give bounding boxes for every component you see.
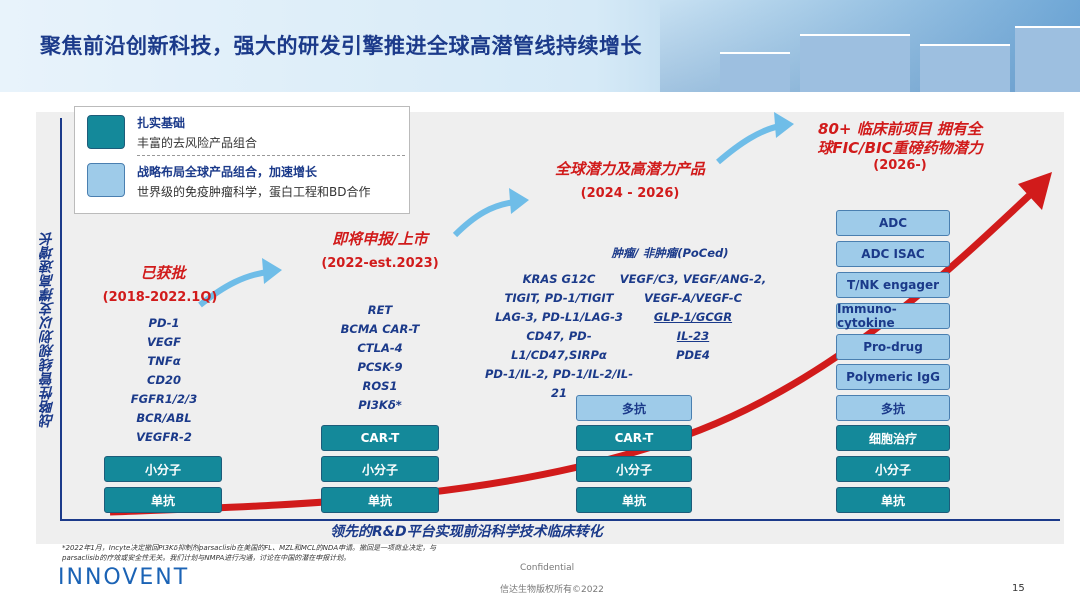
stage4-period: (2026-) [873, 158, 927, 173]
legend-item1-desc: 丰富的去风险产品组合 [137, 136, 258, 150]
stage4-title-line2: 球FIC/BIC重磅药物潜力 [817, 139, 983, 157]
legend-divider [137, 155, 405, 156]
stage2-period: (2022-est.2023) [321, 256, 439, 271]
stage2-targets: RET BCMA CAR-T CTLA-4 PCSK-9 ROS1 PI3Kδ* [340, 303, 420, 412]
stage4-box-cell-therapy: 细胞治疗 [836, 425, 950, 451]
slide-title: 聚焦前沿创新科技，强大的研发引擎推进全球高潜管线持续增长 [40, 34, 642, 58]
stage3-title: 全球潜力及高潜力产品 [554, 160, 705, 178]
y-axis-line [60, 118, 62, 520]
stage4-box-immuno-cytokine: Immuno-cytokine [836, 302, 950, 330]
stage3-box-mab: 单抗 [576, 487, 692, 513]
header-banner: 聚焦前沿创新科技，强大的研发引擎推进全球高潜管线持续增长 [0, 0, 1080, 92]
stage1-box-small-molecule: 小分子 [104, 456, 222, 482]
stage3-box-multispecific: 多抗 [576, 395, 692, 421]
stage3-box-small-molecule: 小分子 [576, 456, 692, 482]
stage3-box-car-t: CAR-T [576, 425, 692, 451]
stage4-box-tnk-engager: T/NK engager [836, 272, 950, 298]
confidential-label: Confidential [520, 563, 575, 573]
x-axis-label: 领先的R&D平台实现前沿科学技术临床转化 [330, 524, 603, 540]
stage2-box-small-molecule: 小分子 [321, 456, 439, 482]
legend-item2-title: 战略布局全球产品组合，加速增长 [137, 165, 318, 179]
stage4-box-adc: ADC [836, 210, 950, 236]
stage4-box-multispecific: 多抗 [836, 395, 950, 421]
stage4-box-polymeric-igg: Polymeric IgG [836, 364, 950, 390]
innovent-logo: INNOVENT [58, 565, 190, 590]
stage3-period: (2024 - 2026) [580, 186, 680, 201]
x-axis-line [60, 519, 1060, 521]
header-building-image [660, 0, 1080, 92]
stage3-subhead: 肿瘤/ 非肿瘤(PoCed) [611, 246, 729, 260]
footnote: *2022年1月，Incyte决定撤回PI3Kδ抑制剂parsaclisib在美… [62, 544, 437, 562]
legend-swatch-global [87, 163, 125, 197]
page-number: 15 [1012, 583, 1025, 594]
stage3-right-targets: VEGF/C3, VEGF/ANG-2, VEGF-A/VEGF-C GLP-1/… [619, 272, 767, 362]
legend-item2-desc: 世界级的免疫肿瘤科学，蛋白工程和BD合作 [137, 185, 371, 199]
copyright-text: 信达生物版权所有©2022 [500, 585, 604, 595]
stage1-title: 已获批 [140, 264, 186, 282]
stage3-left-targets: KRAS G12C TIGIT, PD-1/TIGIT LAG-3, PD-L1/L… [484, 272, 634, 400]
stage1-targets: PD-1 VEGF TNFα CD20 FGFR1/2/3 BCR/ABL VEGFR-… [130, 316, 198, 444]
stage4-box-mab: 单抗 [836, 487, 950, 513]
stage4-title-line1: 80+ 临床前项目 拥有全 [818, 120, 982, 138]
stage1-period: (2018-2022.1Q) [102, 290, 218, 305]
stage2-box-car-t: CAR-T [321, 425, 439, 451]
legend: 扎实基础 丰富的去风险产品组合 战略布局全球产品组合，加速增长 世界级的免疫肿瘤… [74, 106, 410, 214]
stage2-box-mab: 单抗 [321, 487, 439, 513]
stage4-box-adc-isac: ADC ISAC [836, 241, 950, 267]
stage1-box-mab: 单抗 [104, 487, 222, 513]
stage4-box-small-molecule: 小分子 [836, 456, 950, 482]
stage2-title: 即将申报/上市 [332, 230, 428, 248]
legend-item1-title: 扎实基础 [137, 116, 186, 130]
legend-swatch-foundation [87, 115, 125, 149]
stage4-box-pro-drug: Pro-drug [836, 334, 950, 360]
